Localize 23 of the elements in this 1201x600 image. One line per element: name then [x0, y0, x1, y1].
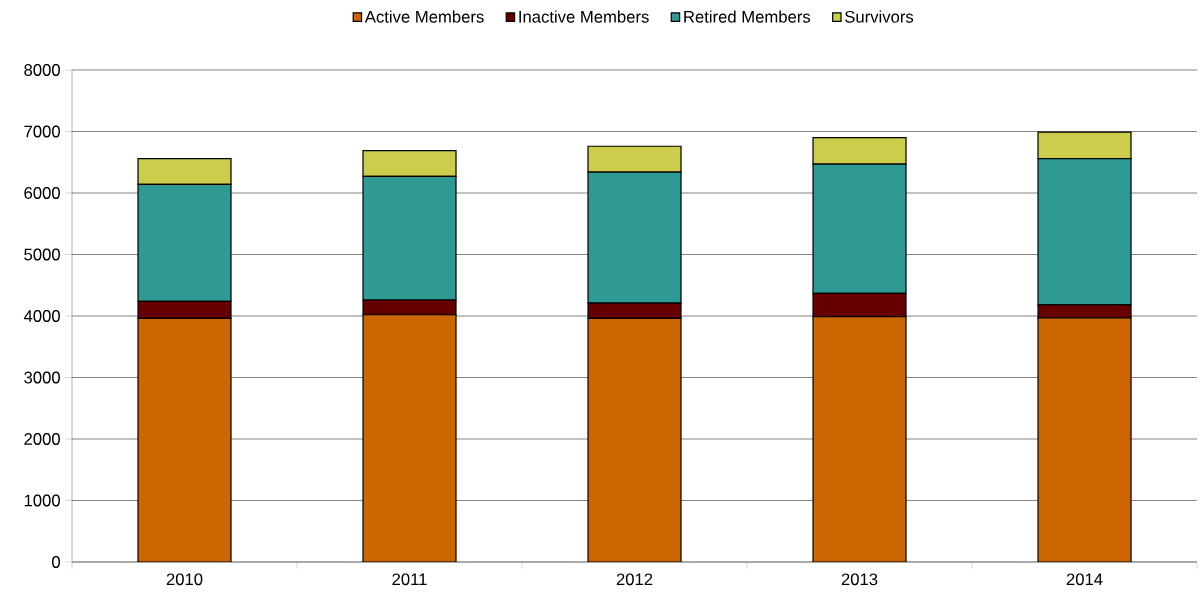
legend-label: Survivors	[845, 10, 914, 23]
legend-label: Active Members	[364, 10, 484, 23]
y-tick-label: 0	[52, 556, 60, 568]
legend-label: Retired Members	[684, 10, 811, 23]
bar	[137, 317, 232, 562]
bar	[362, 314, 457, 562]
legend-label: Inactive Members	[519, 10, 649, 23]
x-tick-label: 2011	[392, 573, 427, 586]
y-tick-label: 6000	[24, 187, 60, 199]
bar	[587, 317, 682, 562]
y-tick-label: 1000	[24, 494, 60, 507]
y-tick-label: 7000	[24, 125, 60, 138]
x-tick-label: 2010	[166, 573, 203, 586]
y-tick-label: 5000	[24, 248, 60, 261]
bar	[1037, 317, 1132, 562]
bar	[812, 316, 907, 562]
x-tick-label: 2013	[841, 573, 878, 586]
x-tick-label: 2014	[1066, 573, 1103, 586]
x-tick-label: 2012	[616, 573, 653, 586]
y-tick-label: 4000	[23, 310, 60, 322]
y-tick-label: 8000	[24, 64, 60, 76]
y-tick-label: 3000	[24, 371, 60, 384]
y-tick-label: 2000	[24, 433, 60, 445]
